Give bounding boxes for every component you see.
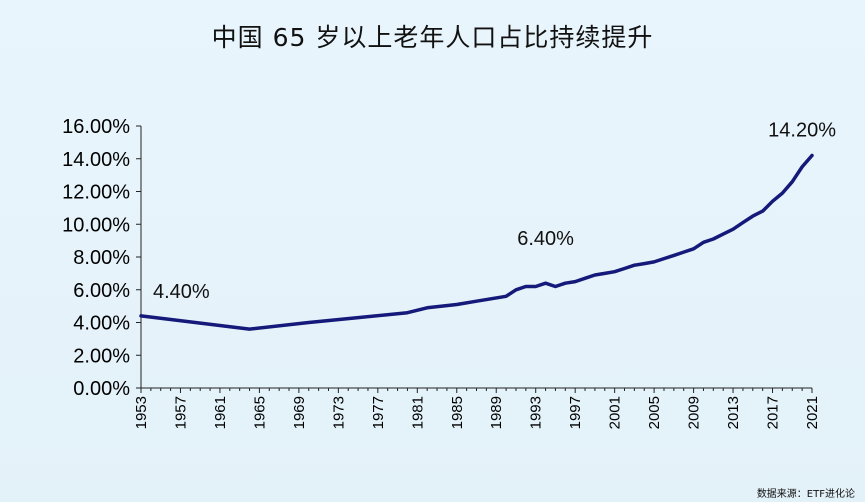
y-tick-label: 10.00%	[62, 214, 130, 236]
y-tick-label: 4.00%	[73, 313, 130, 335]
y-tick-label: 8.00%	[73, 247, 130, 269]
y-tick-label: 6.00%	[73, 280, 130, 302]
x-tick-label: 1997	[567, 396, 584, 429]
x-tick-label: 2013	[725, 396, 742, 429]
y-tick-label: 14.00%	[62, 149, 130, 171]
x-tick-label: 2001	[607, 396, 624, 429]
chart-title: 中国 65 岁以上老年人口占比持续提升	[211, 23, 654, 52]
x-tick-label: 1965	[251, 396, 268, 429]
x-tick-label: 1969	[291, 396, 308, 429]
x-tick-label: 2017	[765, 396, 782, 429]
x-tick-label: 2005	[646, 396, 663, 429]
x-tick-label: 1973	[330, 396, 347, 429]
x-tick-label: 1989	[488, 396, 505, 429]
x-tick-label: 1957	[172, 396, 189, 429]
x-tick-label: 1977	[370, 396, 387, 429]
x-tick-label: 1953	[133, 396, 150, 429]
y-tick-label: 16.00%	[62, 116, 130, 138]
data-label: 6.40%	[517, 228, 574, 250]
x-tick-label: 1993	[528, 396, 545, 429]
y-tick-label: 0.00%	[73, 378, 130, 400]
x-tick-label: 2009	[686, 396, 703, 429]
x-tick-label: 1981	[409, 396, 426, 429]
source-note: 数据来源：ETF进化论	[756, 489, 855, 500]
y-tick-label: 2.00%	[73, 345, 130, 367]
x-tick-label: 1985	[449, 396, 466, 429]
series-line	[139, 153, 814, 331]
data-label: 4.40%	[153, 281, 210, 303]
x-tick-label: 2021	[804, 396, 821, 429]
data-label: 14.20%	[768, 119, 836, 141]
x-tick-label: 1961	[212, 396, 229, 429]
y-tick-label: 12.00%	[62, 182, 130, 204]
